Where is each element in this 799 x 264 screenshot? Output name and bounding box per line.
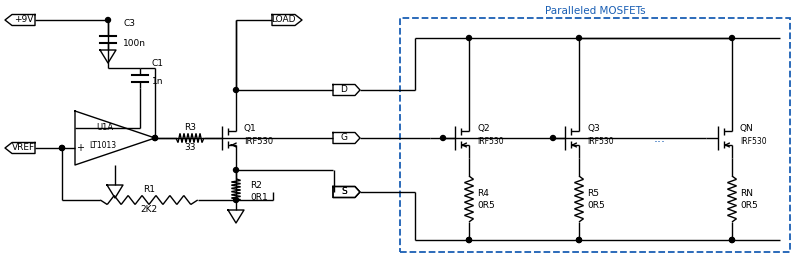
Text: Paralleled MOSFETs: Paralleled MOSFETs: [545, 6, 646, 16]
Text: R1: R1: [143, 186, 155, 195]
Circle shape: [440, 135, 446, 140]
Text: VREF: VREF: [12, 144, 35, 153]
Text: Q2: Q2: [477, 124, 490, 133]
Text: LOAD: LOAD: [271, 16, 296, 25]
Text: RN: RN: [740, 188, 753, 197]
Text: 0R5: 0R5: [587, 200, 605, 210]
Text: +: +: [76, 143, 84, 153]
Circle shape: [577, 238, 582, 243]
Circle shape: [551, 135, 555, 140]
Text: C3: C3: [123, 18, 135, 27]
Circle shape: [467, 238, 471, 243]
Text: 100n: 100n: [123, 39, 146, 48]
Circle shape: [153, 135, 157, 140]
Circle shape: [105, 17, 110, 22]
Text: ...: ...: [654, 131, 666, 144]
Text: Q1: Q1: [244, 124, 256, 133]
Circle shape: [59, 145, 65, 150]
Text: -: -: [78, 123, 81, 133]
Text: D: D: [340, 86, 348, 95]
Text: R5: R5: [587, 188, 599, 197]
Text: 1n: 1n: [152, 78, 164, 87]
Text: IRF530: IRF530: [477, 138, 503, 147]
Text: G: G: [340, 134, 348, 143]
Circle shape: [729, 35, 734, 40]
Text: S: S: [341, 187, 347, 196]
Text: R4: R4: [477, 188, 489, 197]
Circle shape: [729, 238, 734, 243]
Text: IRF530: IRF530: [587, 138, 614, 147]
Text: C1: C1: [152, 59, 164, 68]
Text: 0R5: 0R5: [477, 200, 495, 210]
Text: S: S: [341, 187, 347, 196]
Text: U1A: U1A: [97, 124, 113, 133]
Text: QN: QN: [740, 124, 753, 133]
Text: +9V: +9V: [14, 16, 34, 25]
Circle shape: [467, 35, 471, 40]
Circle shape: [467, 238, 471, 243]
Bar: [400, 18, 790, 252]
Circle shape: [577, 238, 582, 243]
Circle shape: [233, 167, 238, 172]
Text: 0R5: 0R5: [740, 200, 757, 210]
Circle shape: [729, 238, 734, 243]
Text: R2: R2: [250, 181, 262, 190]
Circle shape: [233, 197, 238, 202]
Text: R3: R3: [184, 124, 196, 133]
Circle shape: [59, 145, 65, 150]
Circle shape: [153, 135, 157, 140]
Text: Q3: Q3: [587, 124, 600, 133]
Text: LT1013: LT1013: [89, 142, 117, 150]
Text: 33: 33: [185, 143, 196, 152]
Text: 0R1: 0R1: [250, 192, 268, 201]
Text: 2K2: 2K2: [141, 205, 157, 214]
Circle shape: [233, 87, 238, 92]
Circle shape: [577, 35, 582, 40]
Text: IRF530: IRF530: [740, 138, 766, 147]
Text: IRF530: IRF530: [244, 138, 273, 147]
